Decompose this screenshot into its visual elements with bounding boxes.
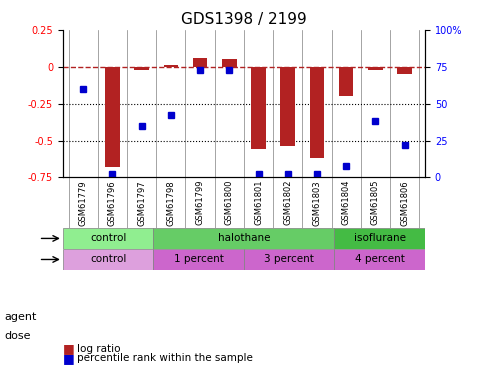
FancyBboxPatch shape bbox=[244, 249, 335, 270]
Text: GSM61805: GSM61805 bbox=[371, 180, 380, 225]
Text: GSM61798: GSM61798 bbox=[166, 180, 175, 225]
Bar bbox=[281, 67, 295, 146]
Bar bbox=[105, 67, 120, 167]
Bar bbox=[368, 67, 383, 70]
Bar bbox=[339, 67, 354, 96]
FancyBboxPatch shape bbox=[335, 249, 425, 270]
Text: GSM61800: GSM61800 bbox=[225, 180, 234, 225]
Text: dose: dose bbox=[5, 331, 31, 340]
Text: 1 percent: 1 percent bbox=[174, 255, 224, 264]
Text: percentile rank within the sample: percentile rank within the sample bbox=[77, 353, 253, 363]
FancyBboxPatch shape bbox=[63, 249, 154, 270]
Text: control: control bbox=[90, 233, 126, 243]
Text: ■: ■ bbox=[63, 352, 74, 364]
Text: GSM61806: GSM61806 bbox=[400, 180, 409, 225]
Bar bbox=[398, 67, 412, 74]
FancyBboxPatch shape bbox=[154, 228, 335, 249]
Text: GSM61797: GSM61797 bbox=[137, 180, 146, 225]
Text: halothane: halothane bbox=[218, 233, 270, 243]
Text: GSM61802: GSM61802 bbox=[283, 180, 292, 225]
Text: log ratio: log ratio bbox=[77, 344, 121, 354]
Text: GSM61779: GSM61779 bbox=[79, 180, 88, 225]
Text: GSM61803: GSM61803 bbox=[313, 180, 322, 225]
Text: GSM61801: GSM61801 bbox=[254, 180, 263, 225]
Text: control: control bbox=[90, 255, 126, 264]
FancyBboxPatch shape bbox=[335, 228, 425, 249]
Text: ■: ■ bbox=[63, 342, 74, 355]
Bar bbox=[222, 60, 237, 67]
Text: agent: agent bbox=[5, 312, 37, 322]
Text: 4 percent: 4 percent bbox=[355, 255, 405, 264]
Bar bbox=[134, 67, 149, 70]
FancyBboxPatch shape bbox=[63, 228, 154, 249]
Text: GSM61799: GSM61799 bbox=[196, 180, 205, 225]
Text: GSM61796: GSM61796 bbox=[108, 180, 117, 225]
Bar bbox=[251, 67, 266, 149]
Bar bbox=[193, 58, 207, 67]
Bar bbox=[310, 67, 324, 158]
Text: isoflurane: isoflurane bbox=[354, 233, 406, 243]
Bar bbox=[164, 65, 178, 67]
Title: GDS1398 / 2199: GDS1398 / 2199 bbox=[181, 12, 307, 27]
Text: 3 percent: 3 percent bbox=[264, 255, 314, 264]
Text: GSM61804: GSM61804 bbox=[341, 180, 351, 225]
FancyBboxPatch shape bbox=[154, 249, 244, 270]
